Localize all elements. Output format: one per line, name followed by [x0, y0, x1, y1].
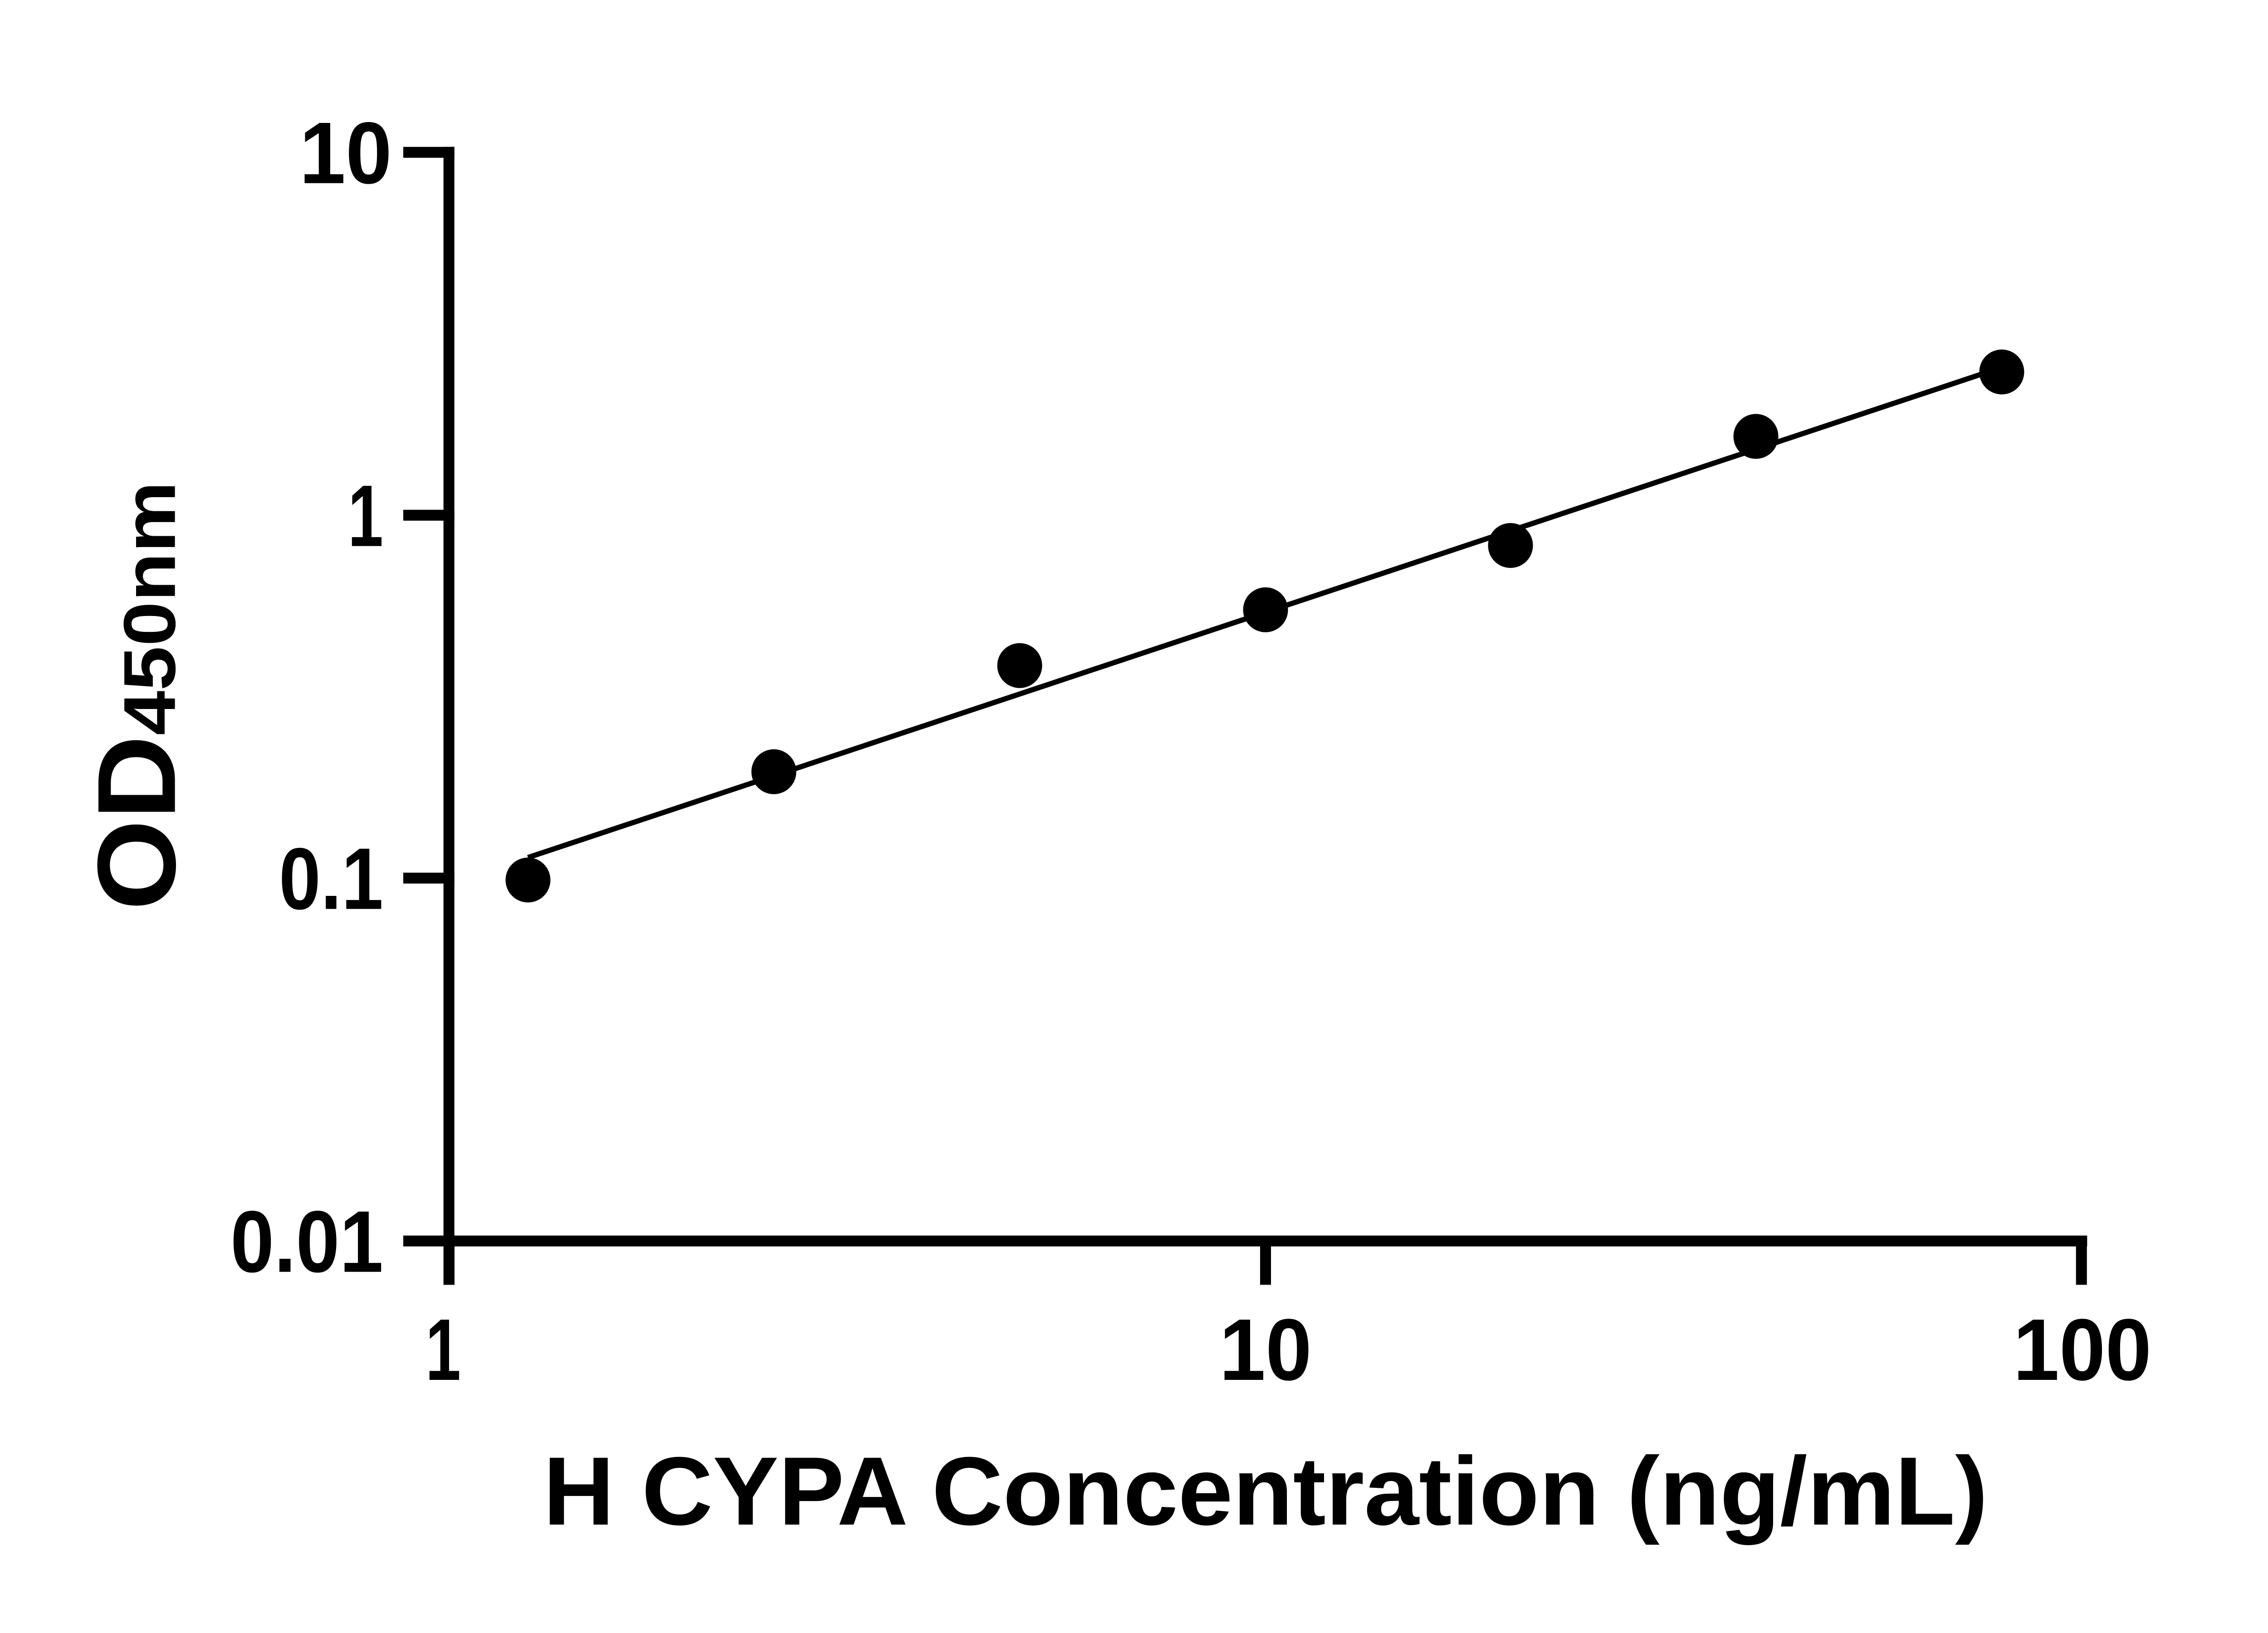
svg-text:OD450nm: OD450nm: [74, 481, 199, 910]
svg-text:100: 100: [2013, 1301, 2151, 1398]
svg-text:0.1: 0.1: [279, 830, 383, 928]
svg-text:10: 10: [1219, 1301, 1312, 1398]
svg-text:1: 1: [425, 1301, 461, 1398]
svg-text:H CYPA Concentration (ng/mL): H CYPA Concentration (ng/mL): [543, 1437, 1988, 1545]
svg-text:0.01: 0.01: [230, 1193, 383, 1291]
svg-text:1: 1: [348, 467, 383, 565]
svg-text:10: 10: [299, 104, 392, 202]
